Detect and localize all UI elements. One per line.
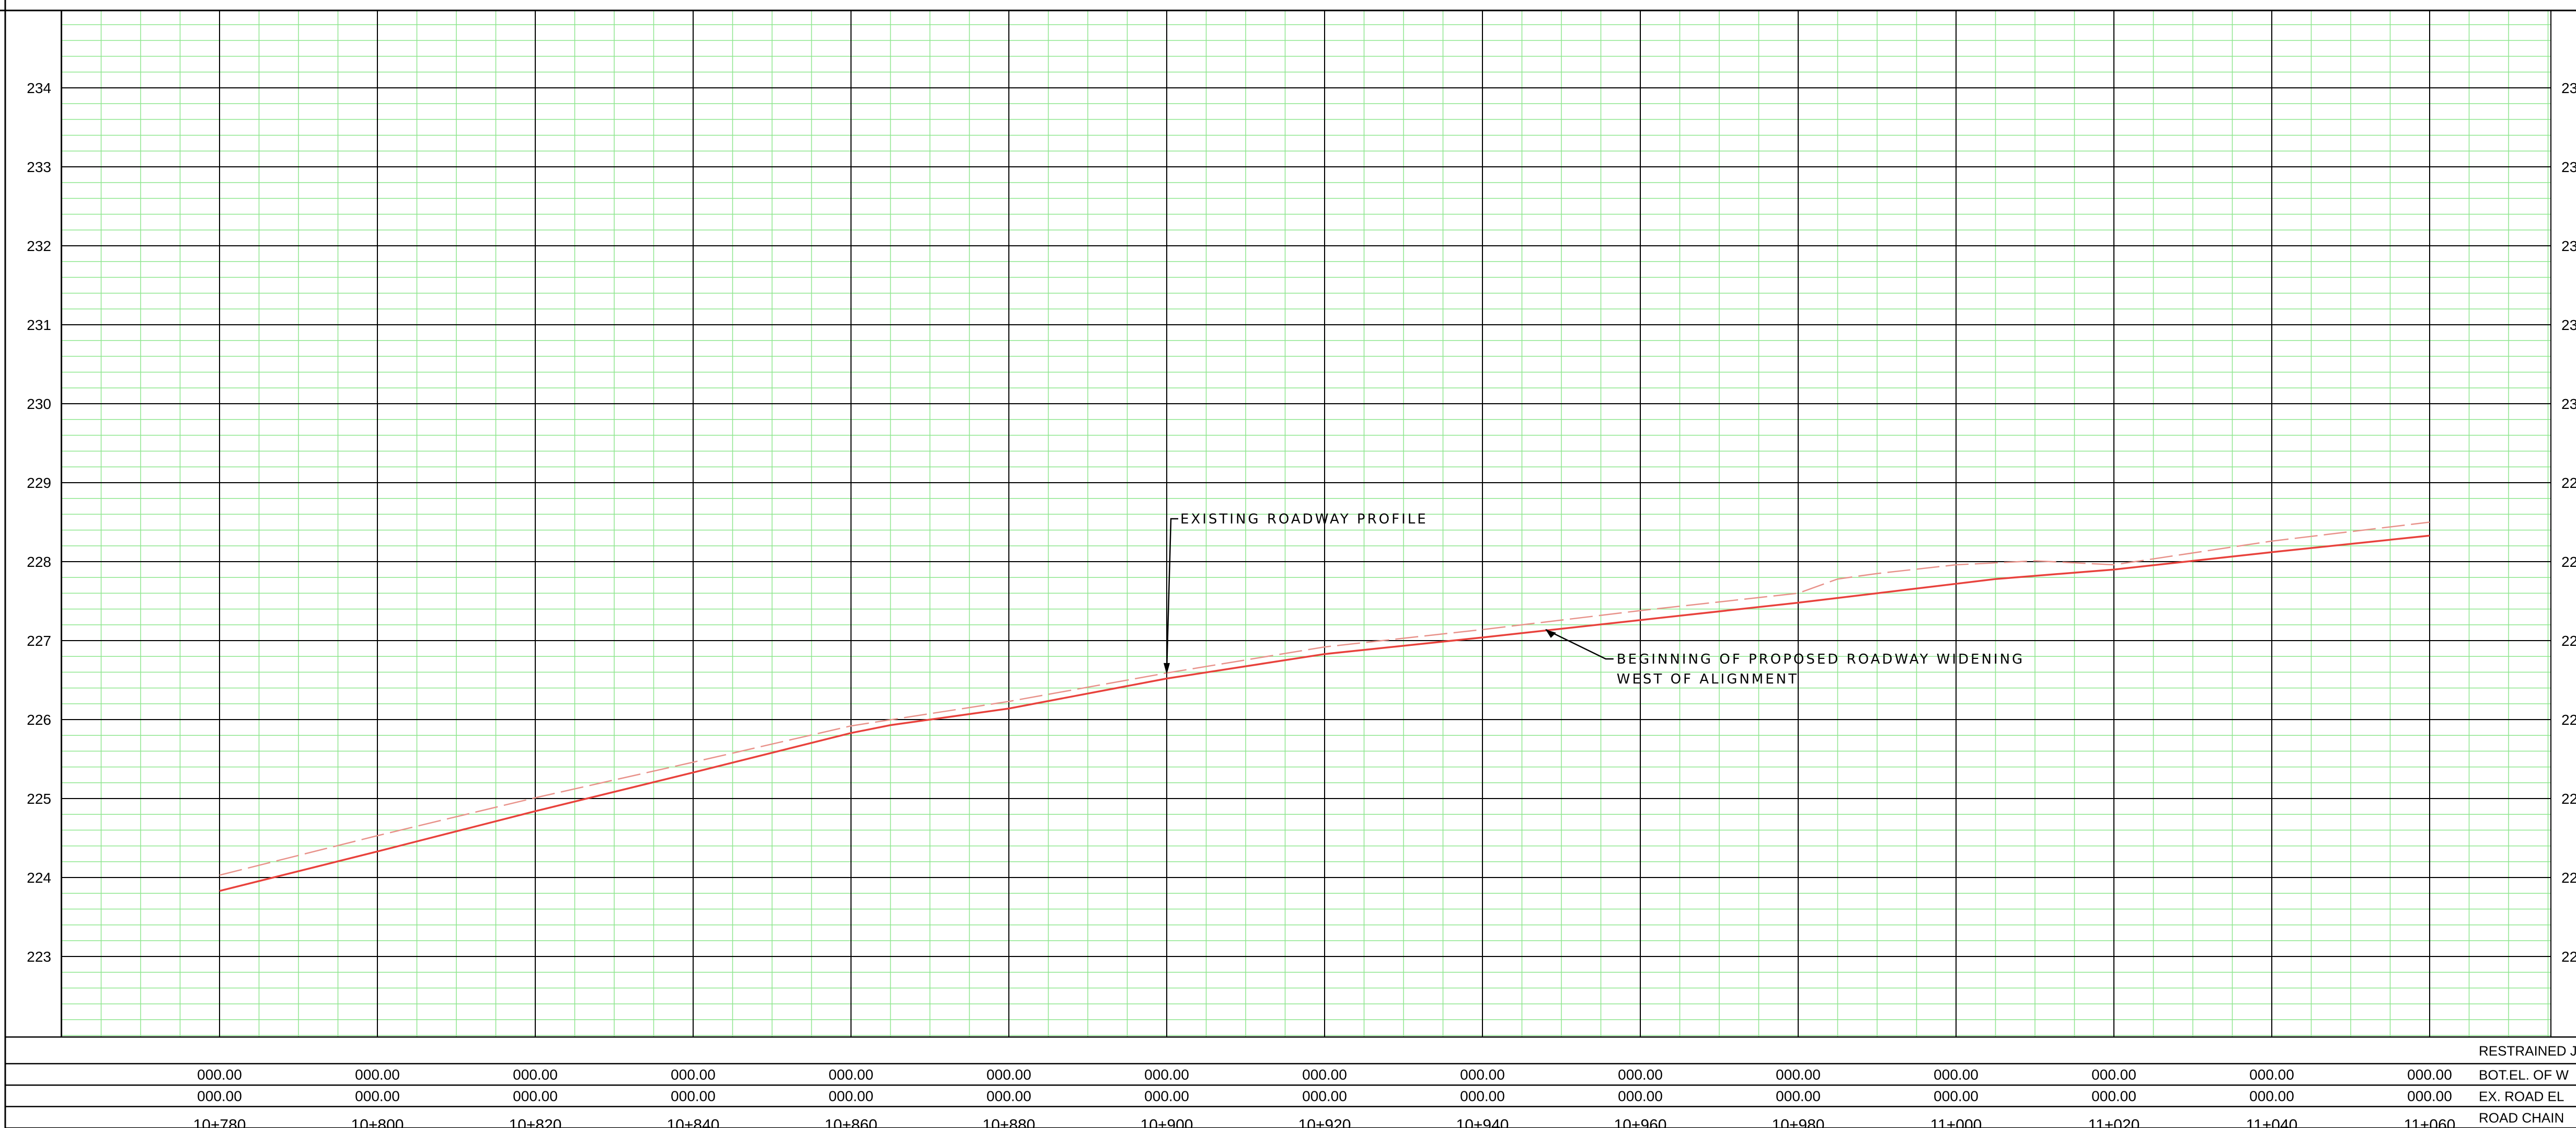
right-elevation-label: 23 xyxy=(2561,396,2576,412)
widening-note-line2: WEST OF ALIGNMENT xyxy=(1617,671,1799,687)
existing-profile-line xyxy=(219,521,2430,876)
elevation-tick-label: 228 xyxy=(27,554,51,570)
elevation-value: 000.00 xyxy=(1144,1067,1189,1083)
elevation-tick-label: 232 xyxy=(27,238,51,254)
right-elevation-label: 22 xyxy=(2561,554,2576,570)
elevation-value: 000.00 xyxy=(1934,1088,1979,1104)
table-row-label: EX. ROAD EL xyxy=(2479,1089,2564,1104)
chainage-value: 11+020 xyxy=(2088,1116,2140,1128)
chainage-value: 10+840 xyxy=(667,1116,720,1128)
widening-arrowhead xyxy=(1545,629,1556,638)
chainage-value: 10+920 xyxy=(1298,1116,1351,1128)
table-row-label: RESTRAINED JOI xyxy=(2479,1043,2576,1059)
elevation-value: 000.00 xyxy=(355,1088,400,1104)
right-elevation-label: 23 xyxy=(2561,80,2576,96)
elevation-value: 000.00 xyxy=(2091,1088,2136,1104)
elevation-tick-label: 229 xyxy=(27,475,51,491)
elevation-value: 000.00 xyxy=(513,1067,558,1083)
existing-profile-note: EXISTING ROADWAY PROFILE xyxy=(1180,511,1428,527)
elevation-value: 000.00 xyxy=(986,1067,1031,1083)
elevation-value: 000.00 xyxy=(513,1088,558,1104)
widening-leader xyxy=(1545,629,1614,660)
right-elevation-label: 23 xyxy=(2561,238,2576,254)
right-elevation-label: 23 xyxy=(2561,317,2576,333)
table-row-label: BOT.EL. OF W xyxy=(2479,1067,2569,1083)
elevation-value: 000.00 xyxy=(1776,1088,1821,1104)
elevation-tick-label: 223 xyxy=(27,949,51,965)
major-grid xyxy=(61,10,2551,1037)
right-elevation-label: 23 xyxy=(2561,159,2576,175)
elevation-labels: 234 233 232 231 230 229 228 227 226 225 224 223 xyxy=(27,80,51,965)
elevation-value: 000.00 xyxy=(1302,1088,1347,1104)
widening-note-line1: BEGINNING OF PROPOSED ROADWAY WIDENING xyxy=(1617,652,2025,667)
chainage-value: 11+060 xyxy=(2404,1116,2456,1128)
elevation-tick-label: 234 xyxy=(27,80,51,96)
elevation-value: 000.00 xyxy=(1302,1067,1347,1083)
elevation-value: 000.00 xyxy=(1144,1088,1189,1104)
chainage-value: 10+980 xyxy=(1772,1116,1825,1128)
elevation-tick-label: 226 xyxy=(27,712,51,728)
elevation-value: 000.00 xyxy=(1934,1067,1979,1083)
chainage-value: 10+800 xyxy=(351,1116,404,1128)
chainage-value: 10+780 xyxy=(193,1116,246,1128)
elevation-tick-label: 227 xyxy=(27,633,51,649)
profile-lines xyxy=(219,521,2430,892)
elevation-tick-label: 224 xyxy=(27,870,51,886)
right-elevation-label: 22 xyxy=(2561,633,2576,649)
chainage-value: 10+880 xyxy=(983,1116,1036,1128)
existing-profile-leader xyxy=(1166,518,1178,670)
elevation-value: 000.00 xyxy=(1618,1088,1663,1104)
elevation-value: 000.00 xyxy=(197,1088,242,1104)
chainage-value: 10+820 xyxy=(509,1116,562,1128)
elevation-tick-label: 230 xyxy=(27,396,51,412)
elevation-tick-label: 225 xyxy=(27,791,51,807)
elevation-value: 000.00 xyxy=(1460,1067,1505,1083)
elevation-tick-label: 233 xyxy=(27,159,51,175)
data-table: RESTRAINED JOI BOT.EL. OF W 000.00 000.00 00… xyxy=(5,1036,2576,1128)
chainage-value: 10+900 xyxy=(1141,1116,1193,1128)
elevation-value: 000.00 xyxy=(671,1067,716,1083)
elevation-value: 000.00 xyxy=(986,1088,1031,1104)
table-row-label: ROAD CHAIN xyxy=(2479,1110,2564,1126)
chainage-value: 10+960 xyxy=(1614,1116,1667,1128)
existing-profile-arrowhead xyxy=(1164,663,1170,675)
right-elevation-label: 22 xyxy=(2561,949,2576,965)
chainage-value: 10+860 xyxy=(825,1116,878,1128)
elevation-tick-label: 231 xyxy=(27,317,51,333)
chainage-value: 11+000 xyxy=(1930,1116,1982,1128)
elevation-value: 000.00 xyxy=(2407,1088,2452,1104)
right-margin-labels: 23 23 23 23 23 22 22 22 22 22 22 22 xyxy=(2561,80,2576,965)
elevation-value: 000.00 xyxy=(2091,1067,2136,1083)
right-elevation-label: 22 xyxy=(2561,870,2576,886)
elevation-value: 000.00 xyxy=(671,1088,716,1104)
elevation-value: 000.00 xyxy=(829,1088,873,1104)
chainage-value: 11+040 xyxy=(2246,1116,2298,1128)
annotations: EXISTING ROADWAY PROFILE BEGINNING OF PRO… xyxy=(1164,511,2025,687)
right-elevation-label: 22 xyxy=(2561,475,2576,491)
elevation-value: 000.00 xyxy=(2249,1067,2294,1083)
elevation-value: 000.00 xyxy=(829,1067,873,1083)
elevation-value: 000.00 xyxy=(1460,1088,1505,1104)
chainage-value: 10+940 xyxy=(1456,1116,1509,1128)
elevation-value: 000.00 xyxy=(1776,1067,1821,1083)
elevation-value: 000.00 xyxy=(2249,1088,2294,1104)
right-elevation-label: 22 xyxy=(2561,712,2576,728)
right-elevation-label: 22 xyxy=(2561,791,2576,807)
elevation-value: 000.00 xyxy=(1618,1067,1663,1083)
elevation-value: 000.00 xyxy=(355,1067,400,1083)
elevation-value: 000.00 xyxy=(197,1067,242,1083)
proposed-profile-line xyxy=(219,534,2430,892)
elevation-value: 000.00 xyxy=(2407,1067,2452,1083)
